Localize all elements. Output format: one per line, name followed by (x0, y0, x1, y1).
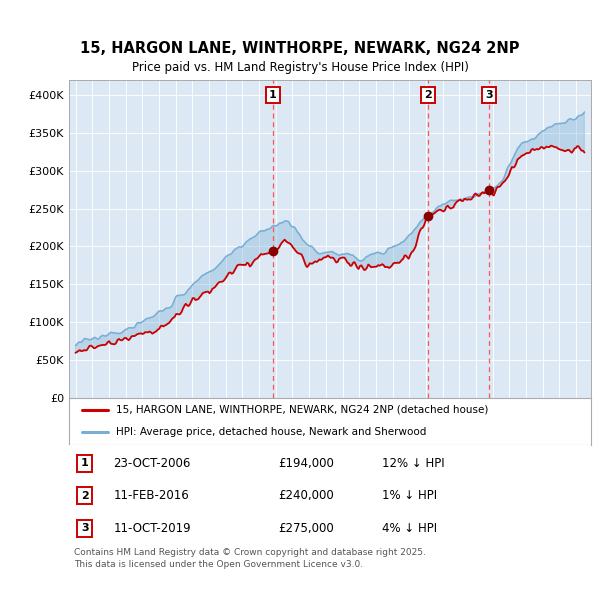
Text: 2: 2 (81, 491, 89, 501)
Text: HPI: Average price, detached house, Newark and Sherwood: HPI: Average price, detached house, Newa… (116, 427, 427, 437)
Text: 1: 1 (81, 458, 89, 468)
Text: 1% ↓ HPI: 1% ↓ HPI (382, 489, 437, 502)
Text: Price paid vs. HM Land Registry's House Price Index (HPI): Price paid vs. HM Land Registry's House … (131, 61, 469, 74)
Text: 3: 3 (81, 523, 88, 533)
Text: £240,000: £240,000 (278, 489, 334, 502)
Text: 11-OCT-2019: 11-OCT-2019 (113, 522, 191, 535)
Text: 15, HARGON LANE, WINTHORPE, NEWARK, NG24 2NP: 15, HARGON LANE, WINTHORPE, NEWARK, NG24… (80, 41, 520, 56)
Text: 1: 1 (269, 90, 277, 100)
Text: 23-OCT-2006: 23-OCT-2006 (113, 457, 191, 470)
Text: 15, HARGON LANE, WINTHORPE, NEWARK, NG24 2NP (detached house): 15, HARGON LANE, WINTHORPE, NEWARK, NG24… (116, 405, 488, 415)
Text: Contains HM Land Registry data © Crown copyright and database right 2025.
This d: Contains HM Land Registry data © Crown c… (74, 548, 426, 569)
Text: £194,000: £194,000 (278, 457, 334, 470)
Text: £275,000: £275,000 (278, 522, 334, 535)
Text: 4% ↓ HPI: 4% ↓ HPI (382, 522, 437, 535)
Text: 2: 2 (424, 90, 431, 100)
Text: 3: 3 (485, 90, 493, 100)
Text: 12% ↓ HPI: 12% ↓ HPI (382, 457, 445, 470)
Text: 11-FEB-2016: 11-FEB-2016 (113, 489, 189, 502)
